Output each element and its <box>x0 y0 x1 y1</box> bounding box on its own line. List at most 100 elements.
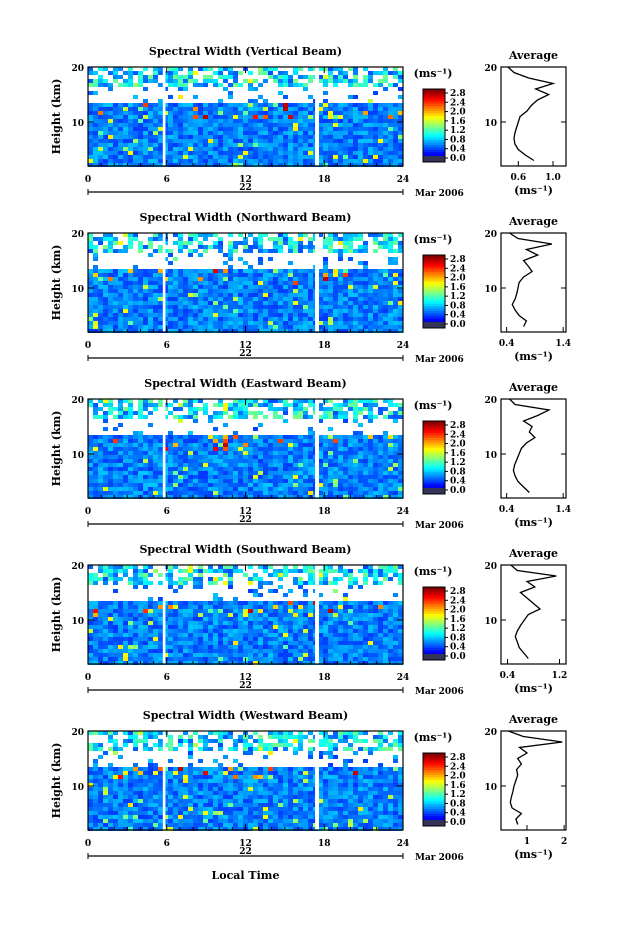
heatmap-cell <box>343 443 348 447</box>
heatmap-cell <box>368 119 373 123</box>
heatmap-cell <box>273 633 278 637</box>
heatmap-cell <box>308 475 313 479</box>
heatmap-cell <box>143 601 148 605</box>
heatmap-cell <box>233 245 238 249</box>
heatmap-cell <box>188 475 193 479</box>
heatmap-cell <box>93 123 98 127</box>
heatmap-cell <box>293 415 298 419</box>
heatmap-cell <box>388 399 393 403</box>
heatmap-cell <box>243 621 248 625</box>
heatmap-cell <box>208 135 213 139</box>
heatmap-cell <box>378 123 383 127</box>
heatmap-cell <box>173 487 178 491</box>
heatmap-cell <box>273 131 278 135</box>
heatmap-cell <box>223 143 228 147</box>
heatmap-cell <box>263 277 268 281</box>
heatmap-cell <box>283 83 288 87</box>
heatmap-cell <box>218 111 223 115</box>
heatmap-cell <box>98 143 103 147</box>
heatmap-cell <box>193 131 198 135</box>
heatmap-cell <box>228 293 233 297</box>
heatmap-cell <box>348 573 353 577</box>
heatmap-cell <box>273 297 278 301</box>
heatmap-cell <box>333 451 338 455</box>
heatmap-cell <box>153 285 158 289</box>
heatmap-cell <box>238 139 243 143</box>
heatmap-cell <box>323 321 328 325</box>
heatmap-cell <box>198 285 203 289</box>
heatmap-cell <box>108 135 113 139</box>
heatmap-cell <box>253 273 258 277</box>
heatmap-cell <box>143 301 148 305</box>
heatmap-cell <box>118 609 123 613</box>
heatmap-cell <box>268 257 273 261</box>
heatmap-cell <box>308 581 313 585</box>
heatmap-cell <box>158 301 163 305</box>
heatmap-cell <box>343 399 348 403</box>
heatmap-cell <box>113 281 118 285</box>
heatmap-cell <box>158 135 163 139</box>
heatmap-cell <box>308 75 313 79</box>
heatmap-cell <box>148 289 153 293</box>
heatmap-cell <box>348 95 353 99</box>
heatmap-cell <box>388 119 393 123</box>
heatmap-cell <box>383 443 388 447</box>
heatmap-cell <box>388 139 393 143</box>
heatmap-cell <box>133 71 138 75</box>
heatmap-cell <box>308 111 313 115</box>
heatmap-cell <box>208 325 213 329</box>
heatmap-cell <box>358 435 363 439</box>
heatmap-cell <box>233 147 238 151</box>
heatmap-cell <box>183 245 188 249</box>
heatmap-cell <box>193 467 198 471</box>
heatmap-cell <box>348 107 353 111</box>
heatmap-cell <box>208 301 213 305</box>
heatmap-cell <box>198 155 203 159</box>
heatmap-cell <box>308 107 313 111</box>
heatmap-cell <box>268 609 273 613</box>
heatmap-cell <box>258 601 263 605</box>
heatmap-cell <box>148 237 153 241</box>
heatmap-cell <box>183 127 188 131</box>
heatmap-cell <box>168 629 173 633</box>
heatmap-cell <box>183 147 188 151</box>
heatmap-cell <box>348 119 353 123</box>
heatmap-cell <box>188 159 193 163</box>
heatmap-cell <box>168 637 173 641</box>
heatmap-cell <box>263 313 268 317</box>
heatmap-cell <box>358 237 363 241</box>
heatmap-cell <box>343 601 348 605</box>
heatmap-cell <box>308 455 313 459</box>
heatmap-cell <box>348 237 353 241</box>
heatmap-cell <box>108 131 113 135</box>
heatmap-cell <box>388 459 393 463</box>
heatmap-cell <box>258 313 263 317</box>
heatmap-cell <box>373 237 378 241</box>
heatmap-cell <box>143 569 148 573</box>
heatmap-cell <box>328 289 333 293</box>
heatmap-cell <box>133 625 138 629</box>
heatmap-cell <box>223 581 228 585</box>
heatmap-cell <box>253 399 258 403</box>
heatmap-cell <box>118 463 123 467</box>
heatmap-cell <box>343 471 348 475</box>
heatmap-cell <box>183 415 188 419</box>
heatmap-cell <box>93 107 98 111</box>
heatmap-cell <box>183 139 188 143</box>
heatmap-cell <box>143 629 148 633</box>
heatmap-cell <box>133 613 138 617</box>
heatmap-cell <box>233 155 238 159</box>
heatmap-cell <box>93 621 98 625</box>
heatmap-cell <box>178 491 183 495</box>
heatmap-cell <box>258 71 263 75</box>
heatmap-cell <box>143 471 148 475</box>
heatmap-cell <box>243 269 248 273</box>
heatmap-cell <box>363 269 368 273</box>
heatmap-cell <box>258 443 263 447</box>
heatmap-cell <box>323 293 328 297</box>
heatmap-cell <box>213 451 218 455</box>
heatmap-cell <box>308 491 313 495</box>
heatmap-cell <box>203 455 208 459</box>
heatmap-cell <box>348 305 353 309</box>
heatmap-cell <box>268 71 273 75</box>
